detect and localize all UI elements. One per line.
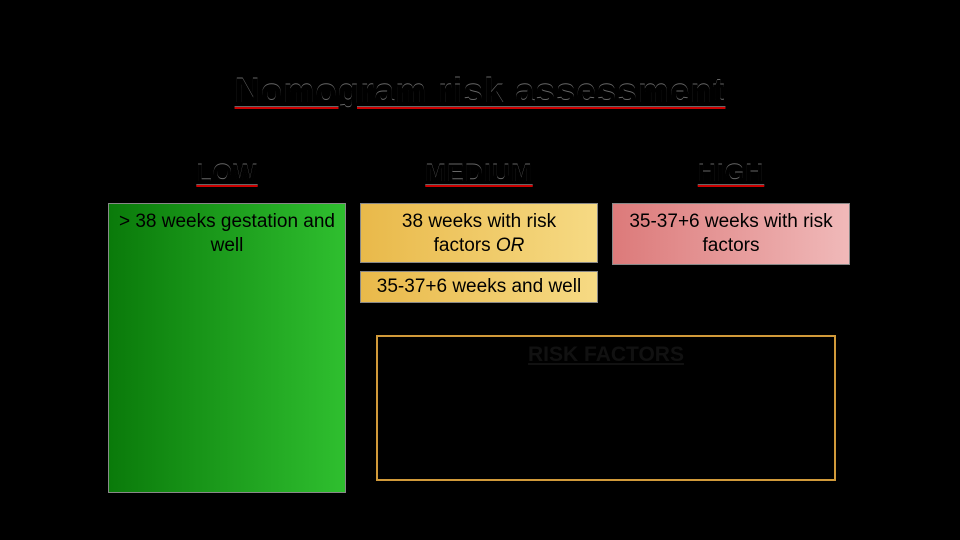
medium-header: MEDIUM [425,160,532,189]
medium-body1-line2-prefix: factors [434,235,496,256]
risk-factor-item: Asphyxia [378,414,834,436]
risk-factor-item: Albumin <3 g/dL [378,457,834,479]
medium-box-2: 35-37+6 weeks and well [360,271,598,303]
column-low: LOW > 38 weeks gestation and well [108,160,346,493]
risk-factors-title: RISK FACTORS [378,343,834,367]
high-box: 35-37+6 weeks with risk factors [612,203,850,265]
low-body: > 38 weeks gestation and well [119,211,335,256]
risk-factor-item: Isoimmune hemolytic disease [378,371,834,393]
risk-factors-list: Isoimmune hemolytic disease G6PD deficie… [378,371,834,479]
medium-body1-or: OR [496,235,525,256]
low-header: LOW [196,160,257,189]
medium-body2: 35-37+6 weeks and well [377,276,581,297]
slide-title: Nomogram risk assessment [0,72,960,112]
medium-body1-line1: 38 weeks with risk [402,211,556,232]
risk-factor-item: Lethargy, temp instability, sepsis [378,436,834,458]
high-body: 35-37+6 weeks with risk factors [629,211,832,256]
risk-factor-item: G6PD deficiency [378,393,834,415]
risk-factors-box: RISK FACTORS Isoimmune hemolytic disease… [376,335,836,481]
medium-box-1: 38 weeks with risk factors OR [360,203,598,263]
high-header: HIGH [698,160,765,189]
low-box: > 38 weeks gestation and well [108,203,346,493]
